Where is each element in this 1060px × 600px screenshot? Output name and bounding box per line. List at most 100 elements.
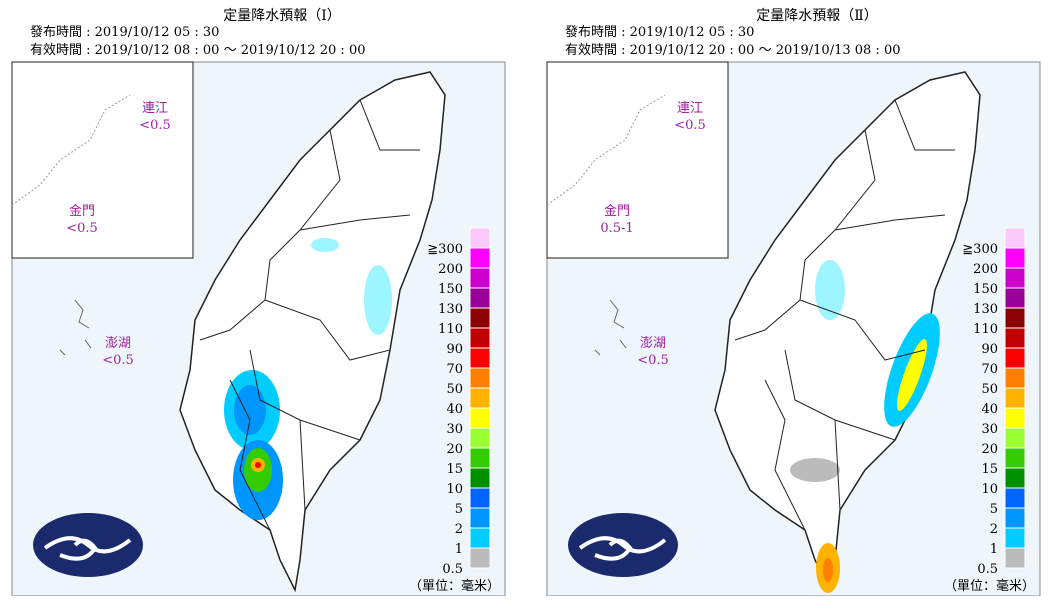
legend-label: 130 bbox=[438, 302, 463, 317]
penghu-islands bbox=[594, 299, 627, 356]
rain-area bbox=[790, 458, 840, 482]
legend-label: 130 bbox=[973, 302, 998, 317]
county-borders bbox=[734, 99, 955, 531]
legend-label: 110 bbox=[973, 322, 998, 337]
legend-swatch bbox=[1004, 327, 1026, 349]
county-borders bbox=[199, 99, 420, 531]
legend-label: 70 bbox=[446, 362, 463, 377]
legend-swatch bbox=[469, 227, 491, 249]
inset-value: <0.5 bbox=[102, 353, 134, 368]
rain-area bbox=[815, 260, 845, 320]
legend-swatch bbox=[1004, 527, 1026, 549]
issued-time: 發布時間 : 2019/10/12 05 : 30 bbox=[30, 25, 219, 40]
inset-value: 0.5-1 bbox=[600, 221, 633, 236]
inset-frame bbox=[11, 61, 194, 259]
inset-value: <0.5 bbox=[674, 118, 706, 133]
legend-swatch bbox=[1004, 447, 1026, 469]
legend-label: 20 bbox=[981, 442, 998, 457]
legend-swatch bbox=[1004, 347, 1026, 369]
cwb-logo-swirl bbox=[578, 536, 667, 561]
inset-frame bbox=[546, 61, 729, 259]
legend-label: 200 bbox=[438, 262, 463, 277]
inset-name: 連江 bbox=[142, 101, 168, 116]
legend-swatch bbox=[1004, 487, 1026, 509]
legend-label: 50 bbox=[981, 382, 998, 397]
inset-name: 澎湖 bbox=[640, 336, 666, 351]
legend-swatch bbox=[1004, 227, 1026, 249]
legend-label: 20 bbox=[446, 442, 463, 457]
legend-swatch bbox=[1004, 367, 1026, 389]
legend-label: 5 bbox=[990, 502, 998, 517]
legend-label: ≧300 bbox=[427, 242, 463, 257]
unit-label: （單位：毫米） bbox=[409, 578, 500, 594]
unit-label: （單位：毫米） bbox=[944, 578, 1035, 594]
legend-swatch bbox=[469, 327, 491, 349]
legend-label: 150 bbox=[438, 282, 463, 297]
legend-swatch bbox=[1004, 427, 1026, 449]
legend-swatch bbox=[1004, 307, 1026, 329]
legend-swatch bbox=[469, 547, 491, 569]
valid-time: 有效時間 : 2019/10/12 20 : 00 ～ 2019/10/13 0… bbox=[565, 43, 901, 58]
legend-swatch bbox=[469, 267, 491, 289]
legend-label: 90 bbox=[981, 342, 998, 357]
inset-name: 金門 bbox=[69, 203, 95, 219]
legend-label: 15 bbox=[981, 462, 998, 477]
rain-area bbox=[255, 462, 261, 468]
legend-label: 10 bbox=[981, 482, 998, 497]
legend-label: 110 bbox=[438, 322, 463, 337]
legend-swatch bbox=[469, 487, 491, 509]
legend-swatch bbox=[469, 387, 491, 409]
forecast-panel: 定量降水預報（Ⅰ） 發布時間 : 2019/10/12 05 : 30 有效時間 :… bbox=[11, 8, 506, 597]
legend-label: 30 bbox=[446, 422, 463, 437]
legend-swatch bbox=[1004, 407, 1026, 429]
legend-label: 0.5 bbox=[442, 562, 463, 577]
legend-swatch bbox=[469, 507, 491, 529]
rain-area bbox=[364, 265, 392, 335]
legend-label: 70 bbox=[981, 362, 998, 377]
legend-swatch bbox=[469, 287, 491, 309]
legend-swatch bbox=[469, 527, 491, 549]
legend-swatch bbox=[469, 307, 491, 329]
inset-coast bbox=[546, 94, 666, 206]
legend-label: 90 bbox=[446, 342, 463, 357]
legend-label: 10 bbox=[446, 482, 463, 497]
legend-label: 1 bbox=[990, 542, 998, 557]
panel-title: 定量降水預報（Ⅱ） bbox=[756, 8, 878, 24]
legend-swatch bbox=[469, 467, 491, 489]
legend-label: 150 bbox=[973, 282, 998, 297]
legend-swatch bbox=[469, 247, 491, 269]
legend-label: 1 bbox=[455, 542, 463, 557]
legend-label: 50 bbox=[446, 382, 463, 397]
inset-value: <0.5 bbox=[637, 353, 669, 368]
legend-label: 30 bbox=[981, 422, 998, 437]
legend-label: ≧300 bbox=[962, 242, 998, 257]
inset-value: <0.5 bbox=[139, 118, 171, 133]
legend-swatch bbox=[1004, 507, 1026, 529]
inset-name: 澎湖 bbox=[105, 336, 131, 351]
taiwan-island bbox=[714, 71, 981, 593]
penghu-islands bbox=[59, 299, 92, 356]
legend-swatch bbox=[469, 347, 491, 369]
panel-title: 定量降水預報（Ⅰ） bbox=[223, 8, 341, 24]
legend-swatch bbox=[1004, 287, 1026, 309]
issued-time: 發布時間 : 2019/10/12 05 : 30 bbox=[565, 25, 754, 40]
legend-swatch bbox=[1004, 247, 1026, 269]
legend-label: 40 bbox=[981, 402, 998, 417]
legend-label: 2 bbox=[455, 522, 463, 537]
legend-swatch bbox=[469, 367, 491, 389]
legend-swatch bbox=[469, 427, 491, 449]
legend-swatch bbox=[1004, 547, 1026, 569]
legend-label: 5 bbox=[455, 502, 463, 517]
legend-swatch bbox=[1004, 267, 1026, 289]
legend-label: 200 bbox=[973, 262, 998, 277]
forecast-panel: 定量降水預報（Ⅱ）發布時間 : 2019/10/12 05 : 30 有效時間 :… bbox=[546, 8, 1041, 597]
legend-label: 40 bbox=[446, 402, 463, 417]
inset-name: 連江 bbox=[677, 101, 703, 116]
valid-time: 有效時間 : 2019/10/12 08 : 00 ～ 2019/10/12 2… bbox=[30, 43, 366, 58]
rain-area bbox=[234, 385, 266, 435]
cwb-logo-swirl bbox=[43, 536, 132, 561]
legend-label: 2 bbox=[990, 522, 998, 537]
legend-swatch bbox=[1004, 387, 1026, 409]
inset-name: 金門 bbox=[604, 203, 630, 219]
